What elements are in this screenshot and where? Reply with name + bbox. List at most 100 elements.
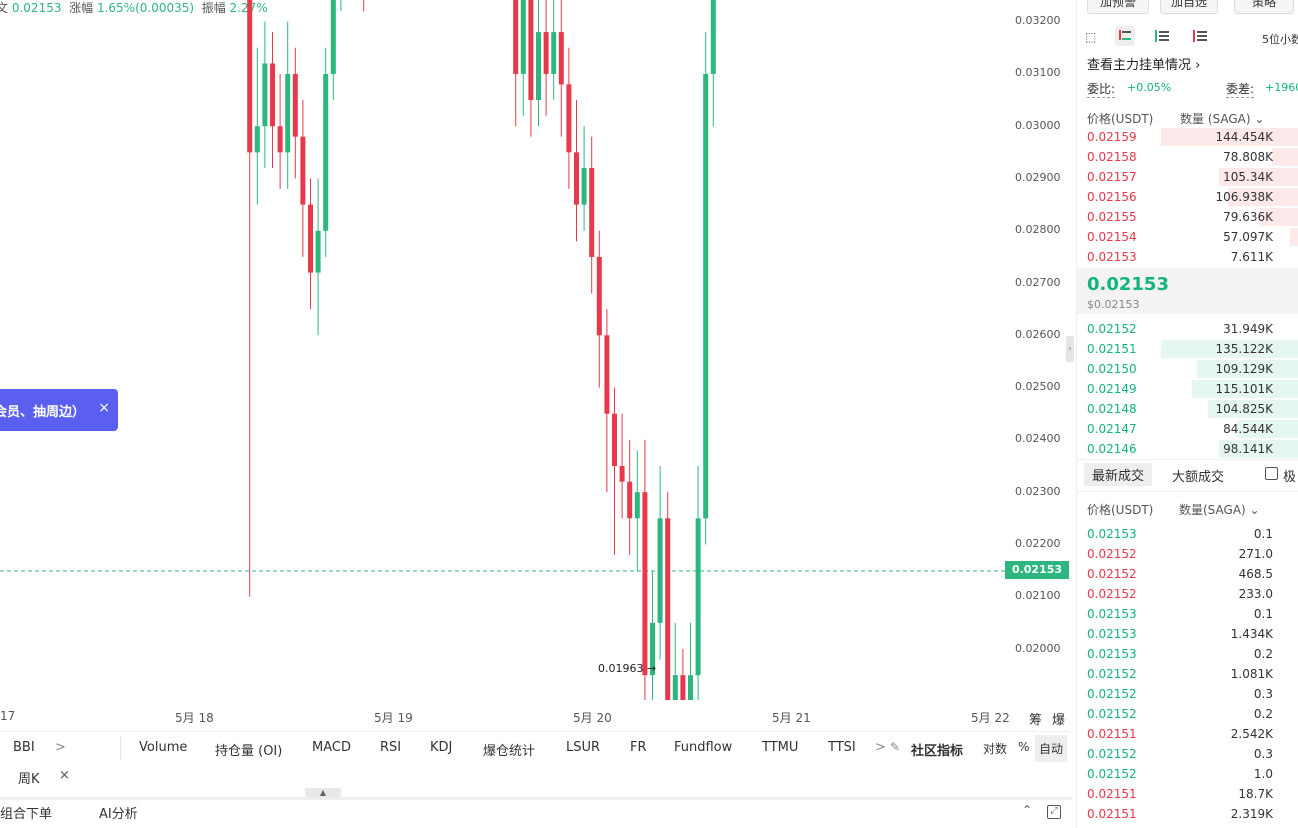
y-axis-label: 0.02000 [1015,641,1061,655]
candle-body [262,63,268,127]
candle [536,0,541,127]
popout-icon[interactable]: ⤢ [1047,805,1061,819]
orderbook-row[interactable]: 0.02154 57.097K [1077,227,1298,247]
extreme-checkbox[interactable] [1265,467,1278,480]
trade-price: 0.02152 [1087,667,1137,681]
auto-scale-toggle[interactable]: 自动 [1035,735,1068,762]
promo-banner[interactable]: 会员、抽周边） × [0,389,118,431]
indicator-fr[interactable]: FR [630,740,647,755]
divider-handle[interactable]: ▲ [305,788,341,797]
orderbook-row[interactable]: 0.02150 109.129K [1077,359,1298,379]
orderbook-row[interactable]: 0.02153 7.611K [1077,247,1298,267]
chips-toggle[interactable]: 筹 [1029,713,1043,728]
log-scale-toggle[interactable]: 对数 [983,742,1008,756]
indicator-macd[interactable]: MACD [312,740,351,755]
low-price-label: 0.01963 → [598,662,657,675]
orderbook-row[interactable]: 0.02151 135.122K [1077,339,1298,359]
trade-row: 0.02152 1.081K [1077,664,1298,684]
promo-close-icon[interactable]: × [98,400,110,416]
candle-body [543,32,549,74]
indicator-oi[interactable]: 持仓量 (OI) [215,744,283,759]
main-orders-link[interactable]: 查看主力挂单情况 › [1087,54,1200,73]
orderbook-qty: 31.949K [1223,322,1273,336]
percent-scale-toggle[interactable]: % [1018,740,1030,754]
orderbook-price: 0.02151 [1087,342,1137,356]
candle-body [270,63,275,127]
candle [363,0,365,12]
orderbook-row[interactable]: 0.02158 78.808K [1077,147,1298,167]
trade-row: 0.02152 0.3 [1077,744,1298,764]
expand-icon[interactable]: ⬚ [1085,30,1097,44]
indicator-bbi[interactable]: BBI [13,740,35,755]
depth-bar [1219,440,1298,458]
strategy-button[interactable]: 策略 [1234,0,1294,14]
orderbook-row[interactable]: 0.02159 144.454K [1077,127,1298,147]
trade-price: 0.02153 [1087,527,1137,541]
indicator-bar: BBI > Volume 持仓量 (OI) MACD RSI KDJ 爆仓统计 … [0,731,1070,764]
candle-body [247,0,253,153]
indicator-ttsi[interactable]: TTSI [828,740,856,755]
ai-analysis-tab[interactable]: AI分析 [99,807,138,822]
bbi-more-icon[interactable]: > [55,740,66,755]
orderbook-row[interactable]: 0.02148 104.825K [1077,399,1298,419]
add-watchlist-button[interactable]: 加自选 [1160,0,1218,14]
orderbook-price: 0.02148 [1087,402,1137,416]
ratio-label: 委比: [1087,82,1116,98]
indicator-more-icon[interactable]: > [875,740,886,755]
collapse-up-icon[interactable]: ⌃ [1022,803,1033,817]
candle [566,47,572,189]
candle [513,0,519,127]
orderbook-row[interactable]: 0.02155 79.636K [1077,207,1298,227]
indicator-volume[interactable]: Volume [139,740,188,755]
orderbook-row[interactable]: 0.02157 105.34K [1077,167,1298,187]
candle [672,622,678,700]
kline-chart[interactable]: 文 0.02153 涨幅 1.65%(0.00035) 振幅 2.27% 0.0… [0,0,1070,730]
candle-body [513,0,519,74]
panel-collapse-handle[interactable]: › [1066,336,1074,362]
indicator-lsur[interactable]: LSUR [566,740,601,755]
trades-qty-header[interactable]: 数量(SAGA) ⌄ [1179,501,1260,518]
orderbook-price: 0.02158 [1087,150,1137,164]
candle [247,0,253,597]
tab-large-trades[interactable]: 大额成交 [1172,470,1225,485]
indicator-liquidation[interactable]: 爆仓统计 [483,744,536,759]
decimals-select[interactable]: 5位小数 [1262,33,1298,46]
orderbook-qty: 115.101K [1215,382,1274,396]
orderbook-row[interactable]: 0.02146 98.141K [1077,439,1298,459]
tab-latest-trades[interactable]: 最新成交 [1084,463,1153,486]
indicator-ttmu[interactable]: TTMU [762,740,799,755]
extreme-label: 极 [1283,470,1297,485]
indicator-kdj[interactable]: KDJ [430,740,453,755]
community-indicators[interactable]: 社区指标 [911,744,964,759]
orderbook-both-view-icon[interactable] [1115,26,1135,46]
trades-divider [1077,491,1298,492]
add-alert-button[interactable]: 加预警 [1087,0,1149,14]
combo-order-tab[interactable]: 组合下单 [0,807,53,822]
candle-body [536,32,541,101]
indicator-fundflow[interactable]: Fundflow [674,740,733,755]
trade-qty: 233.0 [1238,587,1273,601]
orderbook-row[interactable]: 0.02147 84.544K [1077,419,1298,439]
trade-price: 0.02153 [1087,627,1137,641]
orderbook-qty: 104.825K [1215,402,1274,416]
orderbook-price: 0.02156 [1087,190,1137,204]
period-tag[interactable]: 周K [18,772,40,787]
period-close-icon[interactable]: × [59,768,70,783]
change-label: 涨幅 [69,1,94,15]
candle-body [650,622,655,676]
ob-qty-header[interactable]: 数量 (SAGA) ⌄ [1180,110,1264,127]
orderbook-price: 0.02159 [1087,130,1137,144]
edit-icon[interactable]: ✎ [890,740,901,754]
orderbook-row[interactable]: 0.02152 31.949K [1077,319,1298,339]
ob-qty-header-text: 数量 (SAGA) [1180,112,1251,126]
depth-bar [1236,420,1298,438]
candle [642,439,648,700]
indicator-rsi[interactable]: RSI [380,740,402,755]
orderbook-row[interactable]: 0.02156 106.938K [1077,187,1298,207]
candle-body [688,675,693,700]
orderbook-row[interactable]: 0.02149 115.101K [1077,379,1298,399]
trade-qty: 0.3 [1253,747,1273,761]
liquidation-toggle[interactable]: 爆 [1052,713,1066,728]
bottom-divider [0,797,1072,800]
trade-price: 0.02152 [1087,687,1137,701]
